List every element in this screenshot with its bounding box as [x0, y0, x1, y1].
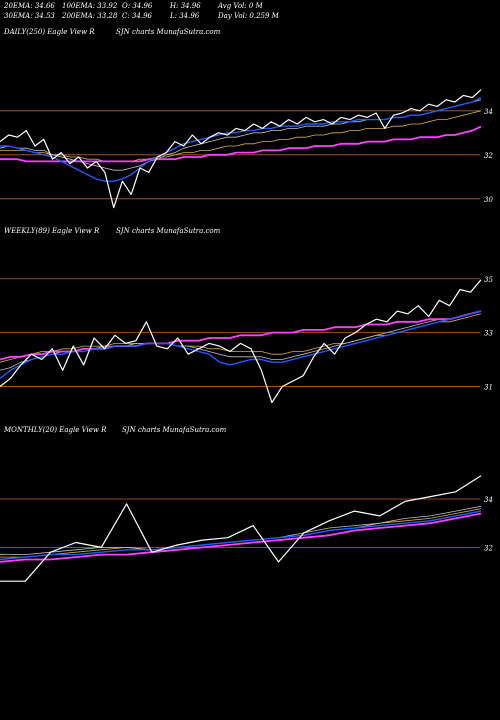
- monthly-ema-long-line: [0, 512, 482, 563]
- header-ema30: 30EMA: 34.53: [4, 12, 55, 20]
- daily-panel-label: DAILY(250) Eagle View R: [4, 28, 95, 36]
- header-avg-vol: Avg Vol: 0 M: [218, 2, 263, 10]
- weekly-ytick-33: 33: [484, 330, 493, 338]
- monthly-ytick-34: 34: [484, 496, 493, 504]
- monthly-ema-short-line: [0, 510, 482, 561]
- weekly-ytick-35: 35: [484, 276, 493, 284]
- monthly-price-line: [0, 475, 482, 582]
- header-open: O: 34.96: [122, 2, 153, 10]
- header-ema20: 20EMA: 34.66: [4, 2, 55, 10]
- daily-price-line: [0, 89, 482, 209]
- daily-ema-grey-line: [0, 99, 482, 171]
- weekly-price-line: [0, 279, 482, 404]
- daily-ytick-30: 30: [484, 196, 493, 204]
- daily-ema-long-line: [0, 125, 482, 163]
- header-ema100: 100EMA: 33.92: [62, 2, 118, 10]
- weekly-panel-label: WEEKLY(89) Eagle View R: [4, 227, 100, 235]
- header-high: H: 34.96: [170, 2, 201, 10]
- daily-ema-mid-line: [0, 110, 482, 162]
- header-ema200: 200EMA: 33.28: [62, 12, 118, 20]
- weekly-panel-source: SJN charts MunafaSutra.com: [116, 227, 221, 235]
- daily-ema-short-line: [0, 96, 482, 182]
- weekly-ema-short-line: [0, 310, 482, 379]
- header-low: L: 34.96: [170, 12, 200, 20]
- daily-panel-source: SJN charts MunafaSutra.com: [116, 28, 221, 36]
- daily-ytick-34: 34: [484, 108, 493, 116]
- weekly-ema-grey-line: [0, 310, 482, 371]
- monthly-panel-source: SJN charts MunafaSutra.com: [122, 426, 227, 434]
- header-close: C: 34.96: [122, 12, 152, 20]
- weekly-ytick-31: 31: [484, 383, 493, 391]
- weekly-ema-long-line: [0, 310, 482, 361]
- monthly-ytick-32: 32: [484, 544, 493, 552]
- monthly-panel-label: MONTHLY(20) Eagle View R: [4, 426, 107, 434]
- header-day-vol: Day Vol: 0.259 M: [218, 12, 279, 20]
- daily-ytick-32: 32: [484, 152, 493, 160]
